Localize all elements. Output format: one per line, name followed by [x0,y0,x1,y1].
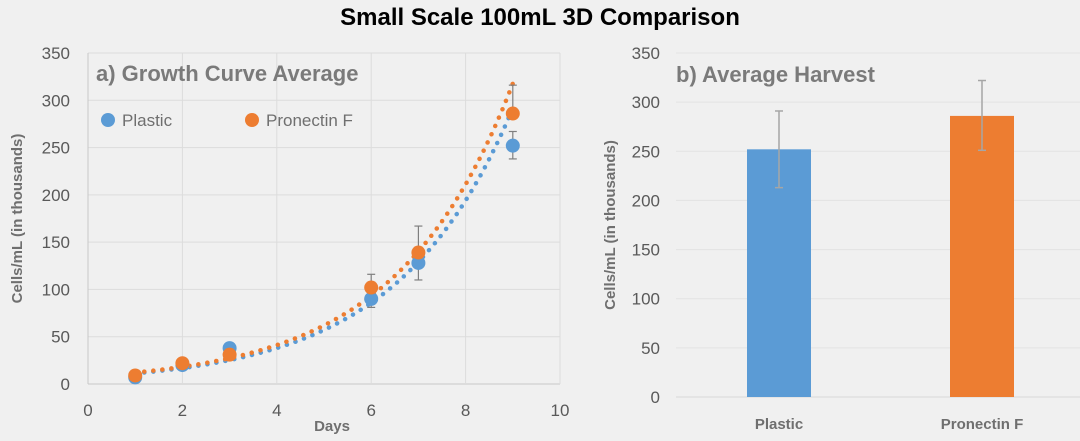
a-y-tick-label: 350 [42,44,70,63]
b-bar-plastic [747,149,811,397]
a-y-tick-label: 250 [42,139,70,158]
a-point-pronectin-f [505,106,520,121]
a-x-tick-label: 10 [551,401,570,420]
b-y-axis-title: Cells/mL (in thousands) [602,140,619,310]
b-category-label: Plastic [755,416,803,433]
a-x-tick-label: 8 [461,401,470,420]
a-trendline-pronectin-f [132,81,516,375]
b-y-tick-label: 50 [641,339,660,358]
b-y-tick-label: 300 [632,93,660,112]
a-legend-marker-plastic [101,113,115,127]
b-y-tick-label: 200 [632,191,660,210]
a-x-tick-label: 2 [178,401,187,420]
a-point-pronectin-f [411,245,426,260]
a-y-tick-label: 0 [61,375,70,394]
a-point-plastic [364,291,379,306]
b-category-label: Pronectin F [941,416,1024,433]
a-y-tick-label: 50 [51,328,70,347]
a-x-tick-label: 4 [272,401,281,420]
a-y-tick-label: 300 [42,91,70,110]
b-bar-pronectin-f [950,115,1014,397]
a-point-pronectin-f [222,347,237,362]
a-y-tick-label: 100 [42,280,70,299]
b-y-tick-label: 250 [632,142,660,161]
a-legend-label: Pronectin F [266,111,353,130]
a-legend-label: Plastic [122,111,173,130]
b-panel-title: b) Average Harvest [676,62,876,87]
a-x-axis-title: Days [314,418,350,435]
a-y-axis-title: Cells/mL (in thousands) [9,134,26,304]
a-point-pronectin-f [364,280,379,295]
a-y-tick-label: 150 [42,233,70,252]
a-point-pronectin-f [128,368,143,383]
main-title: Small Scale 100mL 3D Comparison [340,4,740,31]
a-y-tick-label: 200 [42,186,70,205]
a-legend-marker-pronectin-f [245,113,259,127]
b-y-tick-label: 100 [632,290,660,309]
a-point-plastic [505,138,520,153]
b-y-tick-label: 150 [632,241,660,260]
b-y-tick-label: 350 [632,44,660,63]
a-x-tick-label: 0 [83,401,92,420]
a-panel-title: a) Growth Curve Average [96,61,358,86]
a-point-plastic [411,255,426,270]
a-point-pronectin-f [175,356,190,371]
b-y-tick-label: 0 [651,388,660,407]
a-x-tick-label: 6 [366,401,375,420]
